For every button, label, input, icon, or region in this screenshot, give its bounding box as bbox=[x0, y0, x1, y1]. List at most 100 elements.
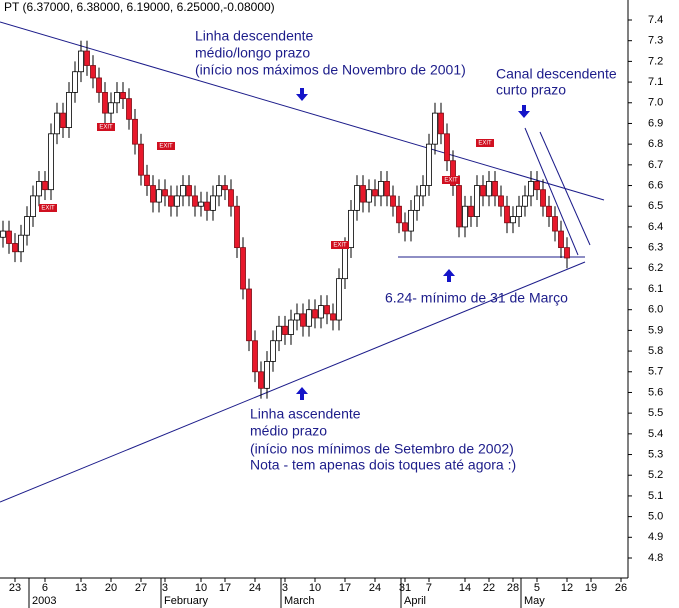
candle-body bbox=[282, 325, 288, 335]
candle-body bbox=[444, 133, 450, 162]
x-tick-label: 3 bbox=[162, 582, 168, 594]
candle-body bbox=[252, 340, 258, 373]
month-label: May bbox=[524, 595, 545, 607]
month-label: April bbox=[404, 595, 426, 607]
x-tick-label: 31 bbox=[399, 582, 411, 594]
x-tick-label: 17 bbox=[219, 582, 231, 594]
candle-body bbox=[234, 205, 240, 249]
candle-body bbox=[324, 305, 330, 315]
candle-body bbox=[318, 305, 324, 319]
annotation: Linha ascendente bbox=[250, 406, 361, 422]
candle-body bbox=[384, 181, 390, 197]
month-label: February bbox=[164, 595, 209, 607]
exit-label: EXIT bbox=[478, 141, 492, 147]
candle-body bbox=[18, 234, 24, 253]
y-tick-label: 7.2 bbox=[648, 55, 663, 67]
annotation: Linha descendente bbox=[195, 28, 314, 44]
month-label: March bbox=[284, 595, 315, 607]
candle-body bbox=[144, 174, 150, 186]
candle-body bbox=[30, 195, 36, 217]
x-tick-label: 17 bbox=[339, 582, 351, 594]
exit-label: EXIT bbox=[444, 178, 458, 184]
candle-body bbox=[96, 77, 102, 93]
y-tick-label: 6.5 bbox=[648, 200, 663, 212]
candle-body bbox=[198, 201, 204, 207]
x-tick-label: 26 bbox=[615, 582, 627, 594]
trend-line bbox=[0, 261, 586, 503]
exit-label: EXIT bbox=[99, 125, 113, 131]
x-tick-label: 10 bbox=[309, 582, 321, 594]
x-tick-label: 23 bbox=[9, 582, 21, 594]
exit-label: EXIT bbox=[159, 144, 173, 150]
candle-body bbox=[228, 189, 234, 207]
candle-body bbox=[120, 92, 126, 100]
exit-label: EXIT bbox=[41, 206, 55, 212]
candle-body bbox=[270, 340, 276, 362]
x-tick-label: 20 bbox=[105, 582, 117, 594]
candle-body bbox=[276, 325, 282, 342]
y-tick-label: 6.8 bbox=[648, 138, 663, 150]
x-tick-label: 13 bbox=[75, 582, 87, 594]
y-tick-label: 6.7 bbox=[648, 159, 663, 171]
y-tick-label: 6.1 bbox=[648, 283, 663, 295]
candle-body bbox=[564, 247, 570, 259]
candle-body bbox=[516, 205, 522, 217]
candle-body bbox=[6, 230, 12, 244]
candle-body bbox=[372, 189, 378, 197]
candle-body bbox=[534, 181, 540, 191]
exit-badge bbox=[331, 241, 349, 249]
exit-badge bbox=[97, 123, 115, 131]
x-tick-label: 5 bbox=[534, 582, 540, 594]
candle-body bbox=[48, 133, 54, 191]
candle-body bbox=[456, 185, 462, 228]
candle-body bbox=[156, 189, 162, 203]
y-tick-label: 5.4 bbox=[648, 428, 663, 440]
x-tick-label: 28 bbox=[507, 582, 519, 594]
candle-body bbox=[522, 195, 528, 207]
y-tick-label: 5.7 bbox=[648, 366, 663, 378]
exit-label: EXIT bbox=[333, 243, 347, 249]
trend-line bbox=[0, 21, 605, 201]
candle-body bbox=[216, 185, 222, 197]
candle-body bbox=[66, 92, 72, 129]
y-tick-label: 5.9 bbox=[648, 324, 663, 336]
candle-body bbox=[162, 189, 168, 197]
candle-body bbox=[348, 209, 354, 249]
exit-badge bbox=[442, 176, 460, 184]
candle-body bbox=[486, 181, 492, 197]
y-tick-label: 5.0 bbox=[648, 511, 663, 523]
candle-body bbox=[84, 50, 90, 66]
candle-body bbox=[186, 185, 192, 197]
y-tick-label: 6.6 bbox=[648, 179, 663, 191]
candle-body bbox=[396, 205, 402, 224]
y-tick-label: 7.4 bbox=[648, 14, 663, 26]
candle-body bbox=[150, 185, 156, 203]
y-tick-label: 7.3 bbox=[648, 35, 663, 47]
y-tick-label: 5.8 bbox=[648, 345, 663, 357]
candle-body bbox=[552, 216, 558, 232]
candle-body bbox=[102, 92, 108, 114]
candle-body bbox=[54, 112, 60, 135]
candle-body bbox=[174, 195, 180, 207]
candle-body bbox=[294, 313, 300, 321]
candle-body bbox=[24, 216, 30, 236]
y-tick-label: 5.6 bbox=[648, 386, 663, 398]
candle-body bbox=[246, 288, 252, 342]
y-tick-label: 7.1 bbox=[648, 76, 663, 88]
x-tick-label: 24 bbox=[369, 582, 381, 594]
candle-body bbox=[204, 201, 210, 211]
y-tick-label: 6.3 bbox=[648, 242, 663, 254]
candle-body bbox=[438, 112, 444, 135]
candle-body bbox=[342, 247, 348, 280]
candle-body bbox=[426, 143, 432, 186]
month-label: 2003 bbox=[32, 595, 56, 607]
candle-body bbox=[360, 185, 366, 203]
annotation: curto prazo bbox=[496, 82, 566, 98]
candle-body bbox=[12, 243, 18, 253]
arrow-down bbox=[518, 105, 530, 118]
y-tick-label: 6.4 bbox=[648, 221, 663, 233]
candle-body bbox=[78, 50, 84, 73]
arrow-up bbox=[296, 387, 308, 400]
candle-body bbox=[210, 195, 216, 211]
candle-body bbox=[60, 112, 66, 129]
